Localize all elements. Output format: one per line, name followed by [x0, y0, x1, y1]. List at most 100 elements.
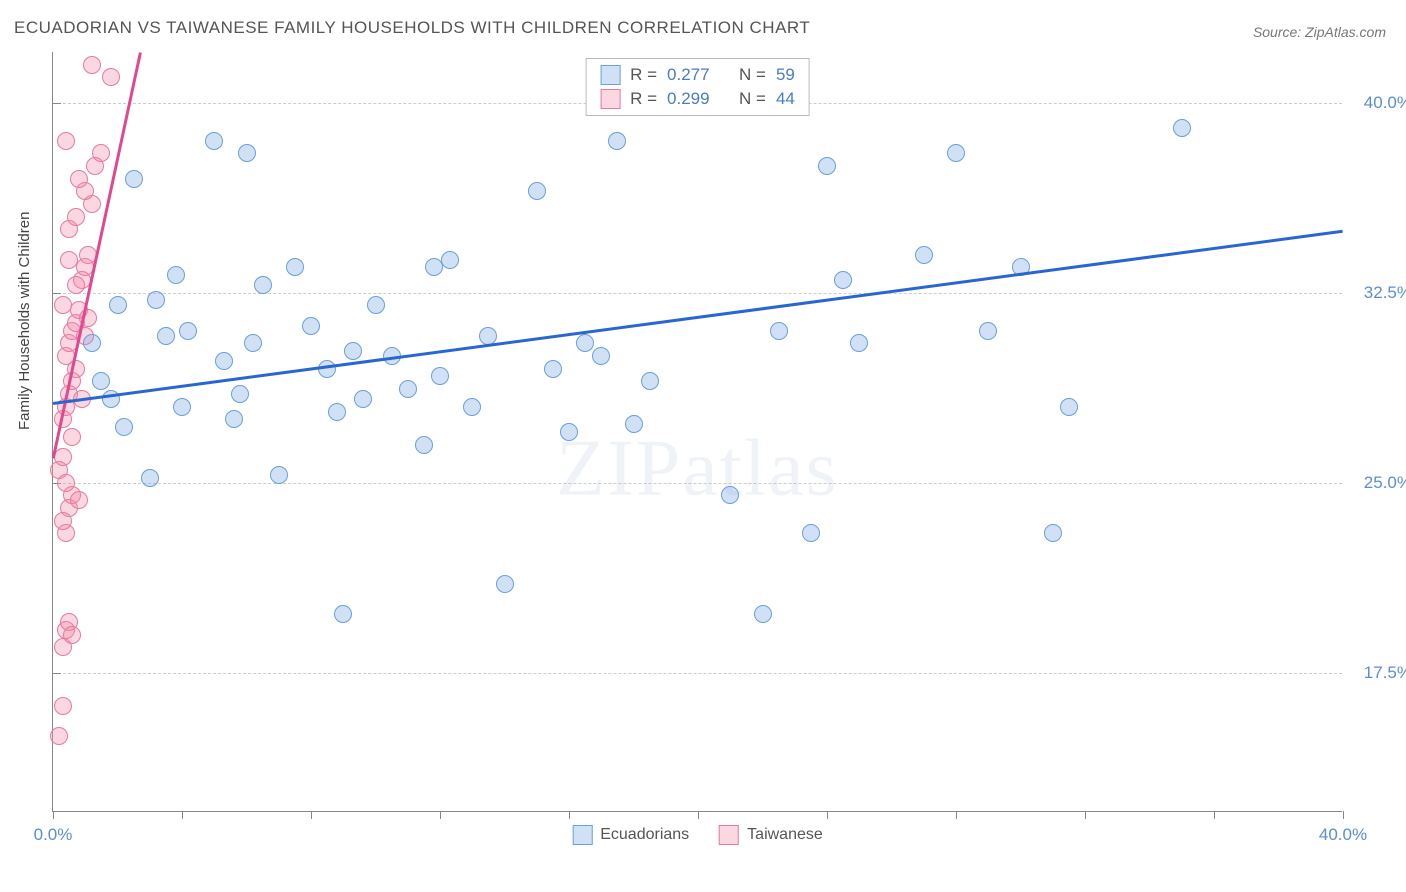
x-tick [182, 811, 183, 819]
data-point [721, 486, 739, 504]
legend-label: Taiwanese [747, 826, 823, 844]
legend-row-blue: R = 0.277 N = 59 [586, 63, 809, 87]
swatch-blue-icon [572, 825, 592, 845]
data-point [92, 372, 110, 390]
x-tick [569, 811, 570, 819]
watermark: ZIPatlas [556, 424, 839, 515]
data-point [415, 436, 433, 454]
data-point [83, 56, 101, 74]
y-tick-label: 40.0% [1364, 93, 1406, 113]
swatch-pink [600, 89, 620, 109]
scatter-plot-area: ZIPatlas R = 0.277 N = 59 R = 0.299 N = … [52, 52, 1342, 812]
chart-title: ECUADORIAN VS TAIWANESE FAMILY HOUSEHOLD… [14, 18, 810, 38]
data-point [141, 469, 159, 487]
data-point [1044, 524, 1062, 542]
y-tick [53, 103, 61, 104]
data-point [344, 342, 362, 360]
data-point [70, 491, 88, 509]
data-point [334, 605, 352, 623]
data-point [54, 697, 72, 715]
x-tick [1214, 811, 1215, 819]
data-point [979, 322, 997, 340]
data-point [576, 334, 594, 352]
data-point [63, 626, 81, 644]
data-point [125, 170, 143, 188]
data-point [83, 334, 101, 352]
gridline [53, 673, 1342, 674]
data-point [92, 144, 110, 162]
x-tick [827, 811, 828, 819]
legend-item-ecuadorians: Ecuadorians [572, 825, 689, 845]
data-point [367, 296, 385, 314]
x-tick [1085, 811, 1086, 819]
swatch-pink-icon [719, 825, 739, 845]
data-point [70, 170, 88, 188]
data-point [254, 276, 272, 294]
data-point [463, 398, 481, 416]
data-point [109, 296, 127, 314]
data-point [54, 448, 72, 466]
data-point [802, 524, 820, 542]
data-point [67, 208, 85, 226]
data-point [157, 327, 175, 345]
data-point [754, 605, 772, 623]
legend-label: Ecuadorians [600, 826, 689, 844]
data-point [641, 372, 659, 390]
data-point [915, 246, 933, 264]
data-point [625, 415, 643, 433]
data-point [286, 258, 304, 276]
source-label: Source: ZipAtlas.com [1253, 24, 1386, 40]
data-point [818, 157, 836, 175]
x-tick-label: 40.0% [1319, 825, 1367, 845]
y-axis-title: Family Households with Children [16, 212, 33, 430]
data-point [67, 276, 85, 294]
x-tick [1343, 811, 1344, 819]
data-point [431, 367, 449, 385]
x-tick-label: 0.0% [34, 825, 73, 845]
swatch-blue [600, 65, 620, 85]
x-tick [956, 811, 957, 819]
legend-series: Ecuadorians Taiwanese [572, 825, 823, 845]
data-point [425, 258, 443, 276]
data-point [302, 317, 320, 335]
data-point [1173, 119, 1191, 137]
legend-row-pink: R = 0.299 N = 44 [586, 87, 809, 111]
data-point [179, 322, 197, 340]
data-point [231, 385, 249, 403]
legend-item-taiwanese: Taiwanese [719, 825, 823, 845]
data-point [850, 334, 868, 352]
data-point [102, 68, 120, 86]
data-point [496, 575, 514, 593]
data-point [115, 418, 133, 436]
data-point [173, 398, 191, 416]
data-point [238, 144, 256, 162]
legend-stats: R = 0.277 N = 59 R = 0.299 N = 44 [585, 58, 810, 116]
data-point [167, 266, 185, 284]
data-point [834, 271, 852, 289]
data-point [544, 360, 562, 378]
y-tick [53, 293, 61, 294]
data-point [1060, 398, 1078, 416]
data-point [57, 132, 75, 150]
data-point [608, 132, 626, 150]
data-point [947, 144, 965, 162]
data-point [57, 474, 75, 492]
y-tick-label: 25.0% [1364, 473, 1406, 493]
data-point [225, 410, 243, 428]
data-point [60, 251, 78, 269]
data-point [215, 352, 233, 370]
x-tick [698, 811, 699, 819]
x-tick [53, 811, 54, 819]
data-point [441, 251, 459, 269]
data-point [54, 512, 72, 530]
x-tick [440, 811, 441, 819]
data-point [354, 390, 372, 408]
gridline [53, 483, 1342, 484]
data-point [560, 423, 578, 441]
data-point [147, 291, 165, 309]
data-point [270, 466, 288, 484]
y-tick [53, 673, 61, 674]
gridline [53, 293, 1342, 294]
data-point [244, 334, 262, 352]
data-point [63, 428, 81, 446]
